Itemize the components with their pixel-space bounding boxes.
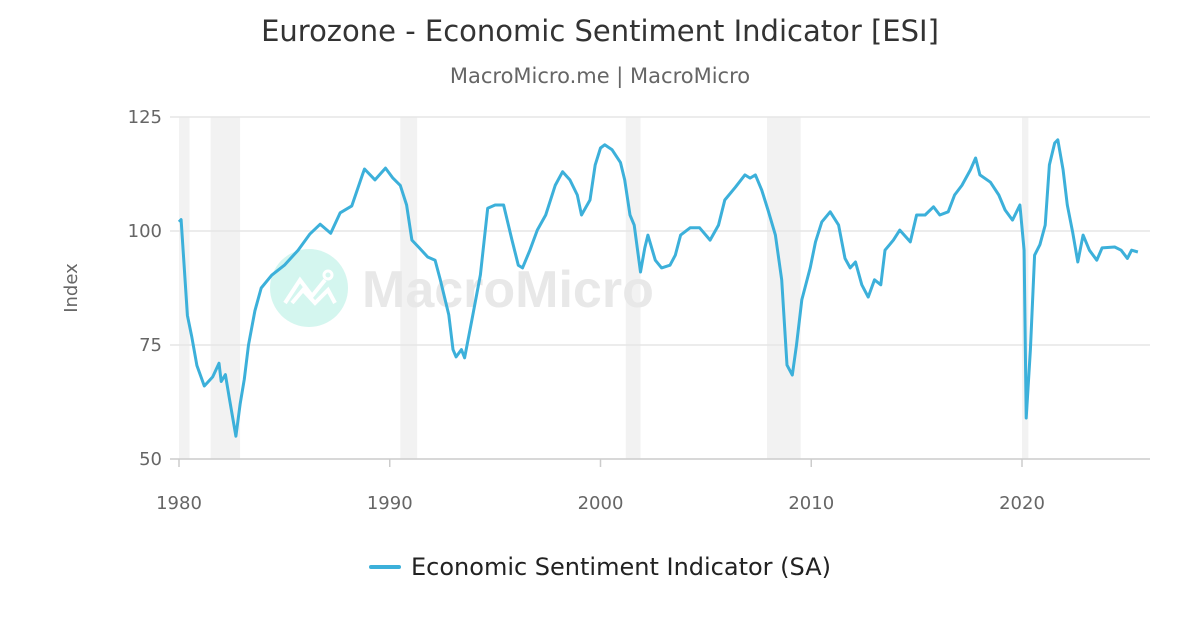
legend-label: Economic Sentiment Indicator (SA) [411,553,831,581]
chart-title: Eurozone - Economic Sentiment Indicator … [261,14,939,48]
x-tick-label: 1990 [367,493,413,514]
x-tick-label: 1980 [156,493,202,514]
watermark-logo: MacroMicro [270,249,654,327]
recession-band [766,117,801,459]
legend[interactable]: Economic Sentiment Indicator (SA) [0,553,1200,581]
x-tick-label: 2020 [999,493,1045,514]
watermark-text: MacroMicro [362,261,654,319]
y-tick-label: 125 [128,107,162,128]
y-axis-label: Index [61,263,82,313]
series-line [177,138,1139,438]
y-tick-label: 75 [139,335,162,356]
y-tick-label: 50 [139,449,162,470]
chart-subtitle: MacroMicro.me | MacroMicro [449,64,751,88]
x-tick-label: 2000 [578,493,624,514]
y-tick-label: 100 [128,221,162,242]
legend-swatch [369,565,401,569]
x-tick-label: 2010 [788,493,834,514]
recession-band [210,117,241,459]
